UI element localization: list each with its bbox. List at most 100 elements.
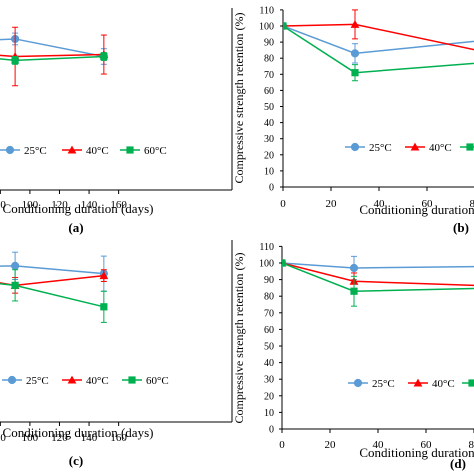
y-axis-label: Compressive strength retention (%) xyxy=(232,13,246,184)
data-point xyxy=(283,22,287,30)
y-tick-label: 0 xyxy=(269,183,274,194)
legend-entry: 40°C xyxy=(429,142,452,154)
x-tick-label: 160 xyxy=(110,432,127,444)
series-group xyxy=(0,26,109,87)
series-group xyxy=(0,251,109,323)
panel-label: (a) xyxy=(68,220,83,235)
series-line xyxy=(283,23,474,51)
chart-panel-b: 0 20 40 60 80 0 10 20 30 40 50 60 70 80 90 100 110 Compre… xyxy=(232,5,474,235)
y-tick-label: 110 xyxy=(259,242,274,253)
x-tick-label: 80 xyxy=(469,439,474,451)
y-tick-label: 90 xyxy=(264,275,274,286)
legend-swatch-marker xyxy=(410,142,420,151)
legend-swatch-marker xyxy=(353,378,363,388)
legend-swatch-marker xyxy=(126,146,134,154)
data-point xyxy=(99,271,109,280)
y-tick-label: 80 xyxy=(264,292,274,303)
x-tick-label: 60 xyxy=(421,439,433,451)
y-tick-label: 50 xyxy=(264,342,274,353)
data-point xyxy=(282,259,286,267)
data-point xyxy=(350,287,358,295)
y-tick-label: 50 xyxy=(264,102,274,113)
x-tick-label: 140 xyxy=(81,199,98,211)
series-group xyxy=(283,9,474,82)
x-tick-label: 100 xyxy=(22,432,39,444)
series-line xyxy=(283,25,474,55)
legend-swatch-marker xyxy=(67,145,77,154)
panel-label: (b) xyxy=(453,220,469,235)
legend-entry: 60°C xyxy=(144,145,167,157)
y-tick-label: 0 xyxy=(269,425,274,436)
series-group xyxy=(282,255,474,307)
legend-entry: 25°C xyxy=(372,378,395,390)
x-tick-label: 120 xyxy=(51,199,68,211)
x-tick-label: 80 xyxy=(470,198,474,210)
legend-entry: 25°C xyxy=(369,142,392,154)
legend-swatch-marker xyxy=(466,143,474,151)
y-tick-label: 40 xyxy=(264,358,274,369)
legend-entry: 40°C xyxy=(86,145,109,157)
y-tick-label: 10 xyxy=(264,408,274,419)
data-point xyxy=(11,56,19,64)
x-tick-label: 160 xyxy=(110,199,127,211)
x-tick-label: 20 xyxy=(326,198,338,210)
legend-entry: 25°C xyxy=(26,375,49,387)
legend: 25°C 40°C 60°C xyxy=(0,145,167,157)
legend-swatch-marker xyxy=(128,376,136,384)
panel-label: (d) xyxy=(450,456,466,471)
y-tick-label: 60 xyxy=(264,325,274,336)
y-tick-label: 30 xyxy=(264,134,274,145)
data-point xyxy=(350,19,360,28)
y-tick-label: 100 xyxy=(259,259,274,270)
x-tick-label: 0 xyxy=(279,439,285,451)
x-axis-label: Conditioning duration xyxy=(359,202,474,217)
series-line xyxy=(282,262,474,292)
y-tick-label: 20 xyxy=(264,391,274,402)
x-tick-label: 40 xyxy=(373,439,385,451)
y-tick-label: 20 xyxy=(264,150,274,161)
y-tick-label: 60 xyxy=(264,86,274,97)
x-axis-label: Conditioning duration (days) xyxy=(3,425,154,440)
x-tick-label: 60 xyxy=(422,198,434,210)
y-tick-label: 110 xyxy=(259,5,274,16)
y-tick-label: 40 xyxy=(264,118,274,129)
x-tick-label: 80 xyxy=(0,199,6,211)
data-point xyxy=(349,263,359,273)
y-tick-label: 90 xyxy=(264,38,274,49)
legend-swatch-marker xyxy=(350,142,360,152)
data-point xyxy=(100,303,108,311)
x-tick-label: 140 xyxy=(81,432,98,444)
x-axis-label: Conditioning duration (days) xyxy=(3,201,154,216)
y-tick-label: 70 xyxy=(264,70,274,81)
legend: 25°C40°C60°C xyxy=(348,378,474,390)
series-line xyxy=(282,262,474,287)
x-tick-label: 120 xyxy=(51,432,68,444)
panel-label: (c) xyxy=(69,453,83,468)
x-tick-label: 80 xyxy=(0,432,6,444)
x-axis-label: Conditioning duration xyxy=(359,445,474,460)
legend-entry: 40°C xyxy=(432,378,455,390)
series-line xyxy=(283,25,474,74)
legend-swatch-marker xyxy=(67,375,77,384)
legend: 25°C40°C60°C xyxy=(345,142,474,154)
series-line xyxy=(282,262,474,269)
legend-entry: 60°C xyxy=(146,375,169,387)
data-point xyxy=(351,69,359,77)
y-tick-label: 80 xyxy=(264,54,274,65)
y-tick-label: 30 xyxy=(264,375,274,386)
legend-entry: 25°C xyxy=(24,145,47,157)
legend-swatch-marker xyxy=(5,145,15,155)
x-tick-label: 40 xyxy=(374,198,386,210)
data-point xyxy=(11,281,19,289)
legend-swatch-marker xyxy=(468,379,474,387)
chart-panel-d: 0 20 40 60 80 0 10 20 30 40 50 60 70 80 90 100 110 Compre… xyxy=(232,242,474,471)
x-tick-label: 20 xyxy=(325,439,337,451)
data-point xyxy=(350,49,360,58)
legend-swatch-marker xyxy=(7,375,17,385)
y-tick-label: 70 xyxy=(264,308,274,319)
data-point xyxy=(100,52,108,61)
x-tick-label: 100 xyxy=(22,199,39,211)
y-tick-label: 100 xyxy=(259,22,274,33)
